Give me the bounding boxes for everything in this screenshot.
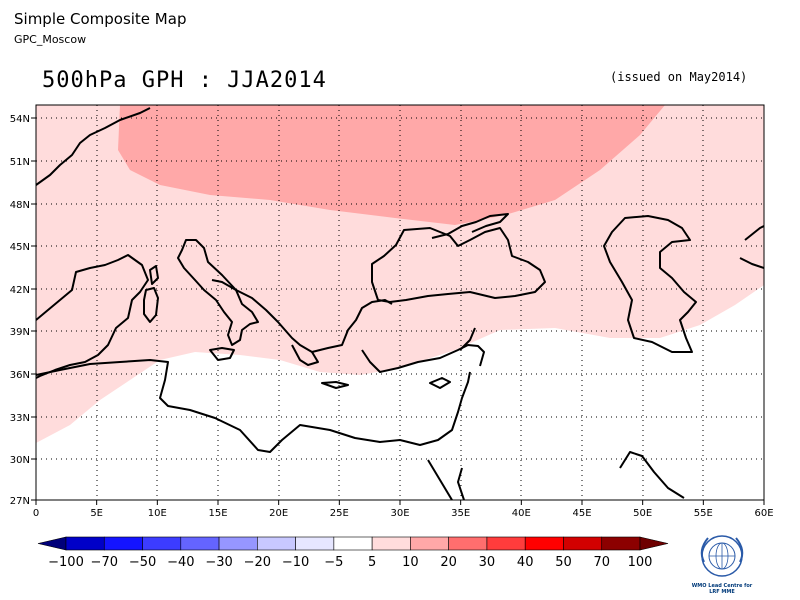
- colorbar-label: −70: [91, 555, 118, 570]
- colorbar-label: −20: [244, 555, 271, 570]
- issued-date: (issued on May2014): [610, 70, 748, 84]
- header-title: Simple Composite Map: [14, 10, 187, 28]
- colorbar-box: [180, 536, 220, 551]
- lat-label: 33N: [10, 413, 30, 424]
- coast-italy: [177, 239, 259, 346]
- lon-label: 55E: [694, 508, 713, 519]
- colorbar-box: [524, 536, 564, 551]
- colorbar-label: 30: [479, 555, 496, 570]
- coast-red-sea: [427, 459, 453, 500]
- colorbar-label: 20: [440, 555, 457, 570]
- colorbar-box: [103, 536, 143, 551]
- coast-north-edge: [744, 225, 764, 241]
- coast-north-africa: [36, 359, 471, 453]
- colorbar-label: 100: [628, 555, 653, 570]
- lat-label: 39N: [10, 327, 30, 338]
- colorbar-box: [601, 536, 641, 551]
- coast-sinai: [457, 467, 465, 500]
- colorbar-box: [371, 536, 411, 551]
- colorbar: −100 −70 −50 −40 −30 −20 −10 −5 5 10 20 30 40 50 70 100: [37, 536, 669, 570]
- coast-crete: [321, 381, 349, 389]
- header-subtitle: GPC_Moscow: [14, 33, 87, 46]
- wmo-logo-line1: WMO Lead Centre for: [691, 583, 753, 589]
- lon-label: 60E: [754, 508, 773, 519]
- lat-label: 45N: [10, 242, 30, 253]
- colorbar-label: 70: [593, 555, 610, 570]
- latitude-labels: 54N 51N 48N 45N 42N 39N 36N 33N 30N 27N: [10, 114, 36, 507]
- colorbar-label: −50: [129, 555, 156, 570]
- coast-corsica: [149, 265, 159, 285]
- colorbar-label: 5: [368, 555, 376, 570]
- colorbar-arrow-high: [639, 536, 669, 551]
- lat-label: 30N: [10, 455, 30, 466]
- colorbar-box: [257, 536, 296, 551]
- colorbar-box: [410, 536, 449, 551]
- coast-sicily: [209, 347, 235, 361]
- lon-label: 40E: [512, 508, 531, 519]
- lon-label: 35E: [451, 508, 470, 519]
- coast-sardinia: [143, 287, 159, 323]
- lon-label: 0: [33, 508, 39, 519]
- coast-caspian: [603, 215, 697, 353]
- colorbar-box: [486, 536, 526, 551]
- lon-label: 10E: [148, 508, 167, 519]
- colorbar-label: −100: [48, 555, 84, 570]
- lon-label: 15E: [208, 508, 227, 519]
- colorbar-box: [448, 536, 488, 551]
- colorbar-label: 10: [402, 555, 419, 570]
- lat-label: 48N: [10, 200, 30, 211]
- coast-west-europe: [36, 107, 151, 186]
- lat-label: 51N: [10, 157, 30, 168]
- coast-south-caspian: [739, 257, 764, 269]
- longitude-labels: 0 5E 10E 15E 20E 25E 30E 35E 40E 45E 50E 55E 60E: [33, 500, 774, 519]
- lon-label: 30E: [390, 508, 409, 519]
- lat-label: 27N: [10, 496, 30, 507]
- lon-label: 25E: [330, 508, 349, 519]
- coast-cyprus: [429, 377, 451, 389]
- lon-label: 50E: [633, 508, 652, 519]
- coast-east-med: [459, 327, 476, 351]
- colorbar-label: −40: [167, 555, 194, 570]
- lat-label: 36N: [10, 370, 30, 381]
- map-title: 500hPa GPH : JJA2014: [42, 68, 327, 93]
- coast-crimea: [431, 213, 509, 239]
- coast-iberia: [36, 254, 149, 379]
- colorbar-label: 40: [517, 555, 534, 570]
- coast-turkey: [361, 344, 485, 373]
- lon-label: 5E: [90, 508, 103, 519]
- coast-black-sea: [371, 227, 546, 303]
- coastlines: [36, 107, 764, 500]
- colorbar-box: [333, 536, 373, 551]
- colorbar-box: [295, 536, 335, 551]
- colorbar-label: −10: [282, 555, 309, 570]
- colorbar-label: −30: [205, 555, 232, 570]
- graticule: [36, 105, 764, 500]
- coast-greece: [291, 344, 319, 366]
- colorbar-label: −5: [324, 555, 343, 570]
- lat-label: 42N: [10, 285, 30, 296]
- colorbar-label: 50: [555, 555, 572, 570]
- lon-label: 20E: [269, 508, 288, 519]
- wmo-logo-line2: LRF MME: [709, 589, 735, 595]
- colorbar-arrow-low: [37, 536, 67, 551]
- lon-label: 45E: [572, 508, 591, 519]
- colorbar-box: [563, 536, 603, 551]
- wmo-logo-caption: WMO Lead Centre for LRF MME: [682, 583, 762, 595]
- anomaly-region-20: [118, 105, 665, 225]
- colorbar-box: [65, 536, 105, 551]
- colorbar-box: [218, 536, 258, 551]
- colorbar-box: [142, 536, 182, 551]
- lat-label: 54N: [10, 114, 30, 125]
- coast-persian-gulf: [619, 451, 685, 499]
